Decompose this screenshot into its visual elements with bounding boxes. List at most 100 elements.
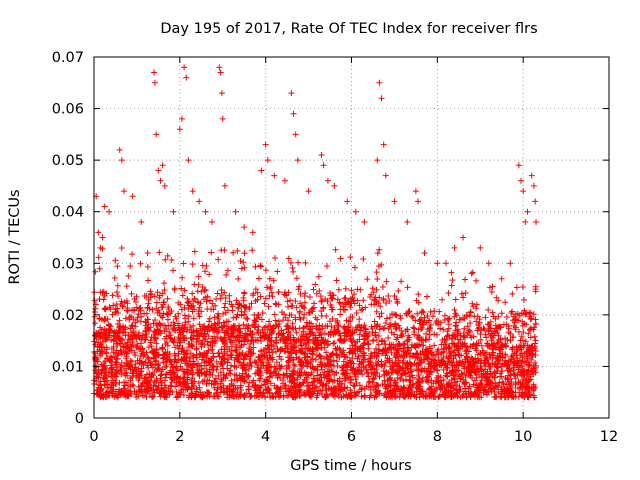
- data-point: [518, 333, 525, 340]
- data-point: [483, 355, 490, 362]
- data-point: [398, 278, 405, 285]
- data-point: [198, 288, 205, 295]
- data-point: [394, 300, 401, 307]
- data-point: [480, 384, 487, 391]
- data-point: [388, 329, 395, 336]
- data-point: [489, 309, 496, 316]
- data-point: [96, 315, 103, 322]
- data-point: [304, 354, 311, 361]
- data-point: [481, 326, 488, 333]
- data-point: [213, 325, 220, 332]
- data-point: [355, 353, 362, 360]
- data-point: [203, 298, 210, 305]
- data-point: [188, 329, 195, 336]
- data-point: [163, 351, 170, 358]
- data-point: [335, 327, 342, 334]
- data-point: [272, 348, 279, 355]
- data-point: [296, 366, 303, 373]
- data-point: [352, 343, 359, 350]
- data-point: [337, 300, 344, 307]
- data-point: [489, 283, 496, 290]
- data-point: [449, 359, 456, 366]
- data-point: [406, 382, 413, 389]
- data-point: [240, 259, 247, 266]
- data-point: [426, 325, 433, 332]
- data-point: [512, 311, 519, 318]
- data-point: [122, 372, 129, 379]
- data-point: [276, 393, 283, 400]
- data-point: [154, 322, 161, 329]
- data-point: [196, 384, 203, 391]
- data-point: [342, 325, 349, 332]
- data-point: [312, 281, 319, 288]
- data-point: [488, 388, 495, 395]
- peak-point: [318, 151, 325, 158]
- data-point: [232, 341, 239, 348]
- data-point: [341, 295, 348, 302]
- data-point: [344, 329, 351, 336]
- data-point: [233, 393, 240, 400]
- peak-point: [181, 64, 188, 71]
- data-point: [519, 283, 526, 290]
- data-point: [522, 338, 529, 345]
- data-point: [165, 385, 172, 392]
- peak-point: [219, 115, 226, 122]
- data-point: [198, 343, 205, 350]
- data-point: [465, 329, 472, 336]
- data-point: [418, 368, 425, 375]
- data-point: [256, 377, 263, 384]
- peak-point: [498, 275, 505, 282]
- data-point: [285, 358, 292, 365]
- data-point: [163, 390, 170, 397]
- data-point: [403, 361, 410, 368]
- data-point: [527, 309, 534, 316]
- data-point: [100, 375, 107, 382]
- peak-point: [292, 131, 299, 138]
- data-point: [297, 381, 304, 388]
- data-point: [96, 333, 103, 340]
- data-point: [360, 364, 367, 371]
- data-point: [289, 377, 296, 384]
- data-point: [282, 388, 289, 395]
- data-point: [161, 280, 168, 287]
- data-point: [323, 387, 330, 394]
- data-point: [407, 350, 414, 357]
- data-point: [297, 335, 304, 342]
- data-point: [371, 383, 378, 390]
- data-point: [200, 353, 207, 360]
- data-point: [476, 324, 483, 331]
- data-point: [319, 297, 325, 304]
- data-point: [392, 354, 399, 361]
- data-point: [312, 356, 319, 363]
- data-point: [118, 298, 125, 305]
- data-point: [184, 350, 191, 357]
- data-point: [262, 295, 269, 302]
- data-point: [356, 316, 363, 323]
- data-point: [449, 367, 456, 374]
- data-point: [324, 298, 331, 305]
- peak-point: [442, 260, 449, 267]
- data-point: [528, 315, 535, 322]
- data-point: [529, 343, 536, 350]
- data-point: [414, 354, 421, 361]
- data-point: [95, 254, 102, 261]
- data-point: [154, 365, 161, 372]
- data-point: [141, 375, 148, 382]
- data-point: [532, 352, 539, 359]
- data-point: [123, 283, 130, 290]
- data-point: [293, 304, 300, 311]
- data-point: [326, 376, 333, 383]
- data-point: [427, 308, 434, 315]
- data-point: [189, 261, 196, 268]
- data-point: [426, 331, 433, 338]
- data-point: [477, 381, 484, 388]
- data-point: [320, 371, 327, 378]
- data-point: [511, 322, 518, 329]
- data-point: [297, 290, 304, 297]
- data-point: [144, 354, 151, 361]
- data-point: [322, 392, 329, 399]
- peak-point: [97, 244, 104, 251]
- data-point: [519, 318, 526, 325]
- data-point: [408, 344, 415, 351]
- data-point: [125, 272, 132, 279]
